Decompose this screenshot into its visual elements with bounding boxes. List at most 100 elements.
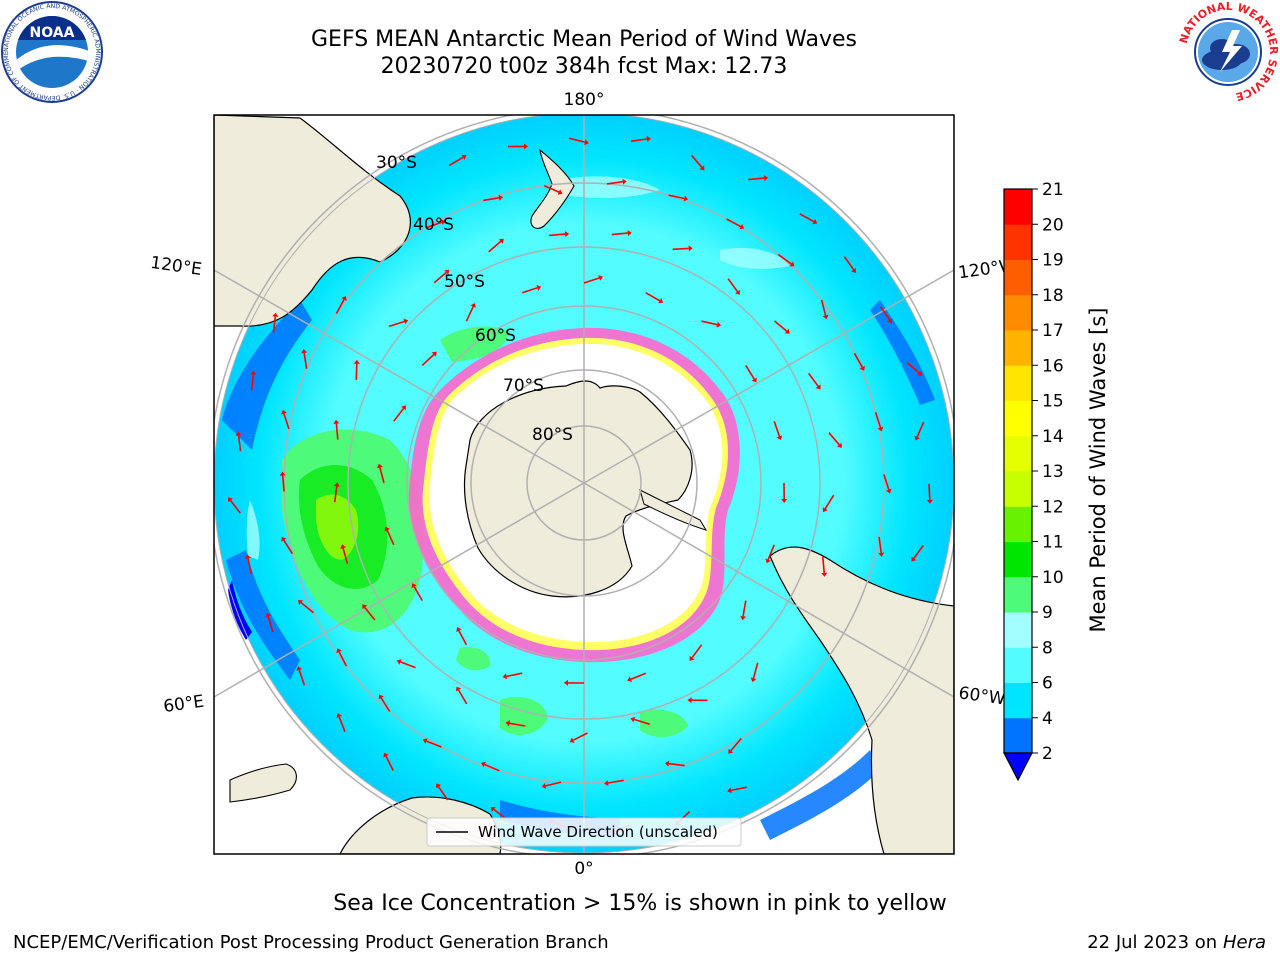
colorbar-segment xyxy=(1004,435,1032,472)
lon-label-180: 180° xyxy=(564,90,605,110)
wind-wave-arrow-shaft xyxy=(303,352,308,369)
wind-wave-arrow-head xyxy=(336,713,342,718)
wind-wave-arrow-shaft xyxy=(545,781,562,787)
wind-wave-arrow-shaft xyxy=(380,697,391,712)
wind-wave-arrow-shaft xyxy=(298,669,306,686)
wind-wave-arrow-head xyxy=(564,231,570,238)
wind-wave-arrow-head xyxy=(728,748,734,754)
wind-wave-arrow-shaft xyxy=(338,651,348,667)
wind-wave-arrow-head xyxy=(301,349,308,354)
wind-wave-arrow-shaft xyxy=(742,600,747,617)
nws-logo: NATIONAL WEATHER SERVICE xyxy=(1177,0,1280,103)
wind-wave-arrow-head xyxy=(822,507,828,513)
wind-wave-arrow-shaft xyxy=(400,661,416,669)
wind-wave-arrow-head xyxy=(279,471,286,476)
wind-wave-arrow-shaft xyxy=(509,722,526,727)
colorbar-tick-label: 2 xyxy=(1042,744,1053,764)
wind-wave-arrow-head xyxy=(353,359,360,364)
wind-wave-arrow-head xyxy=(336,648,342,654)
wind-wave-arrow-head xyxy=(877,426,884,432)
colorbar-tick-label: 17 xyxy=(1042,321,1064,341)
wind-wave-arrow-head xyxy=(763,175,769,181)
map-frame xyxy=(213,114,955,855)
wind-wave-arrow-head xyxy=(584,139,589,146)
wind-wave-arrow-head xyxy=(536,285,542,291)
wind-wave-arrow-head xyxy=(401,405,406,411)
wind-wave-arrow-head xyxy=(341,296,347,301)
wind-wave-arrow-shaft xyxy=(484,763,500,772)
wind-wave-arrow-head xyxy=(604,780,609,786)
wind-wave-arrow-head xyxy=(683,195,689,202)
wind-wave-arrow-shaft xyxy=(874,412,882,428)
wind-wave-arrow-shaft xyxy=(878,536,882,554)
wind-wave-arrow-head xyxy=(377,463,383,469)
wind-wave-arrow-shaft xyxy=(822,556,825,573)
wind-wave-arrow-head xyxy=(765,558,771,564)
wind-wave-arrow-shaft xyxy=(250,374,255,391)
footer-date: 22 Jul 2023 on Hera xyxy=(1087,932,1266,953)
wind-wave-arrow-head xyxy=(378,694,384,700)
colorbar-segment xyxy=(1004,365,1032,401)
wind-wave-arrow-shaft xyxy=(426,740,442,748)
wind-wave-arrow-shaft xyxy=(247,558,252,575)
wind-wave-arrow-head xyxy=(541,783,547,789)
wind-wave-arrow-head xyxy=(250,370,257,375)
wind-wave-arrow-shaft xyxy=(672,247,689,251)
colorbar-label: Mean Period of Wind Waves [s] xyxy=(1086,307,1110,633)
wind-wave-arrow-head xyxy=(440,219,446,226)
wind-wave-arrow-head xyxy=(384,526,390,532)
wind-wave-arrow-head xyxy=(699,165,705,171)
colorbar-segment xyxy=(1004,471,1032,507)
wind-wave-arrow-head xyxy=(444,269,450,275)
colorbar-tick-label: 21 xyxy=(1042,180,1064,200)
wind-wave-arrow-shaft xyxy=(745,364,755,380)
colorbar-segment xyxy=(1004,330,1032,366)
colorbar-segment xyxy=(1004,259,1032,296)
wind-wave-arrow-head xyxy=(622,178,627,185)
colorbar-tick-label: 6 xyxy=(1042,674,1053,694)
wind-wave-arrow-head xyxy=(781,499,788,503)
wind-wave-arrow-shaft xyxy=(583,277,600,284)
wind-wave-arrow-shaft xyxy=(572,732,588,741)
colorbar-tick-label: 16 xyxy=(1042,356,1064,376)
colorbar-segment xyxy=(1004,717,1032,754)
lon-label-60e: 60°E xyxy=(162,692,205,717)
wind-wave-arrow-shaft xyxy=(690,154,703,168)
wind-wave-arrow-shaft xyxy=(883,474,890,490)
wind-wave-arrow-shaft xyxy=(645,292,661,302)
wind-wave-arrow-head xyxy=(784,328,790,334)
wind-wave-arrow-shaft xyxy=(549,233,566,237)
wind-wave-arrow-shaft xyxy=(521,287,538,294)
wind-wave-arrow-head xyxy=(228,497,233,503)
colorbar-segment xyxy=(1004,506,1032,542)
wind-wave-arrow-shaft xyxy=(748,177,765,181)
wind-wave-arrow-shaft xyxy=(569,137,586,143)
wind-wave-arrow-shaft xyxy=(488,240,502,253)
lat-label-60s: 60°S xyxy=(475,326,516,346)
wind-wave-arrow-shaft xyxy=(820,299,827,316)
colorbar-segment xyxy=(1004,189,1032,225)
lat-label-80s: 80°S xyxy=(532,425,573,445)
wind-wave-arrow-head xyxy=(333,482,340,487)
wind-wave-arrow-shaft xyxy=(879,306,891,321)
wind-wave-arrow-head xyxy=(878,552,885,557)
wind-wave-arrow-shaft xyxy=(730,786,747,792)
wind-wave-arrow-shaft xyxy=(267,616,274,633)
wind-wave-arrow-head xyxy=(727,787,732,794)
wind-wave-arrow-head xyxy=(272,312,279,317)
wind-wave-arrow-head xyxy=(689,655,695,661)
wind-wave-arrow-head xyxy=(789,261,795,267)
colorbar-tick-label: 4 xyxy=(1042,709,1053,729)
wind-wave-arrow-shaft xyxy=(668,762,685,767)
wind-wave-arrow-head xyxy=(456,627,462,633)
wind-wave-arrow-head xyxy=(461,154,467,160)
wind-wave-arrow-head xyxy=(911,556,917,562)
wind-wave-arrow-shaft xyxy=(726,218,742,228)
wind-wave-arrow-shaft xyxy=(773,320,788,332)
wind-wave-arrow-head xyxy=(740,615,747,621)
wind-wave-arrow-shaft xyxy=(433,271,447,284)
wind-wave-arrow-shaft xyxy=(300,601,315,614)
wind-wave-arrow-head xyxy=(837,442,842,448)
wind-wave-arrow-shaft xyxy=(421,353,435,366)
colorbar-tick-label: 13 xyxy=(1042,462,1064,482)
